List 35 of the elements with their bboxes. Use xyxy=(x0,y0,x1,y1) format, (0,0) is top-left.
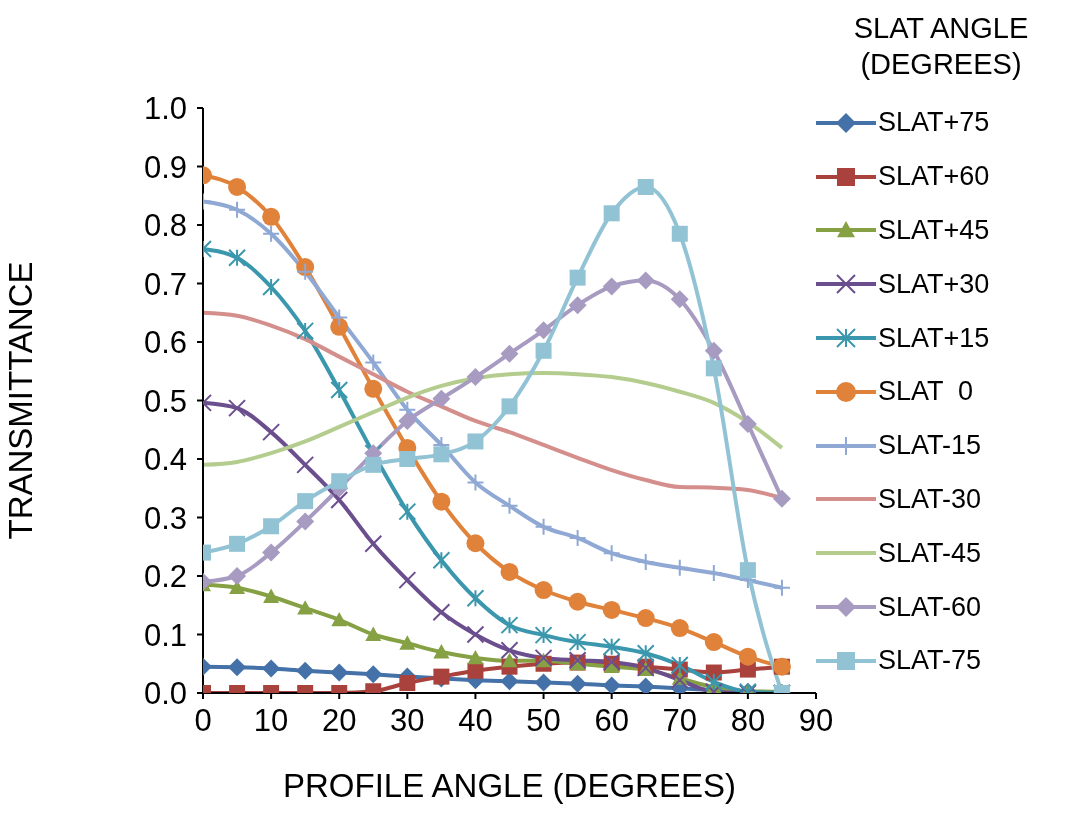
y-tick-label: 1.0 xyxy=(143,91,187,126)
y-tick-label: 0.9 xyxy=(143,149,187,185)
y-tick-label: 0.6 xyxy=(143,325,187,361)
y-tick-label: 0.5 xyxy=(143,383,187,419)
y-axis-title: TRANSMITTANCE xyxy=(1,261,39,540)
legend-label: SLAT+15 xyxy=(878,322,990,354)
y-tick-label: 0.3 xyxy=(143,500,187,536)
y-tick-label: 0.4 xyxy=(143,442,187,478)
x-tick-label: 90 xyxy=(798,703,834,739)
x-tick-label: 60 xyxy=(594,703,629,739)
x-tick-label: 10 xyxy=(253,703,289,739)
legend-label: SLAT-15 xyxy=(878,430,982,462)
legend-label: SLAT-60 xyxy=(878,591,982,623)
x-tick-label: 40 xyxy=(458,703,493,739)
y-tick-label: 0.7 xyxy=(143,266,187,302)
x-tick-label: 0 xyxy=(194,703,212,739)
legend-label: SLAT+45 xyxy=(878,214,990,246)
legend-label: SLAT+30 xyxy=(878,268,990,300)
y-tick-label: 0.1 xyxy=(143,617,187,653)
legend-label: SLAT-30 xyxy=(878,483,982,515)
x-axis-title: PROFILE ANGLE (DEGREES) xyxy=(283,767,736,804)
y-tick-label: 0.0 xyxy=(143,676,187,712)
legend-label: SLAT-75 xyxy=(878,645,982,677)
legend-label: SLAT+75 xyxy=(878,107,990,139)
y-tick-label: 0.2 xyxy=(143,559,187,595)
legend-label: SLAT 0 xyxy=(878,376,974,408)
legend-label: SLAT+60 xyxy=(878,161,990,193)
x-tick-label: 20 xyxy=(321,703,357,739)
y-tick-label: 0.8 xyxy=(143,208,187,244)
x-tick-label: 80 xyxy=(730,703,766,739)
x-tick-label: 30 xyxy=(390,703,425,739)
legend-label: SLAT-45 xyxy=(878,537,982,569)
x-tick-label: 50 xyxy=(526,703,561,739)
x-tick-label: 70 xyxy=(662,703,698,739)
legend-title: SLAT ANGLE (DEGREES) xyxy=(852,11,1030,82)
